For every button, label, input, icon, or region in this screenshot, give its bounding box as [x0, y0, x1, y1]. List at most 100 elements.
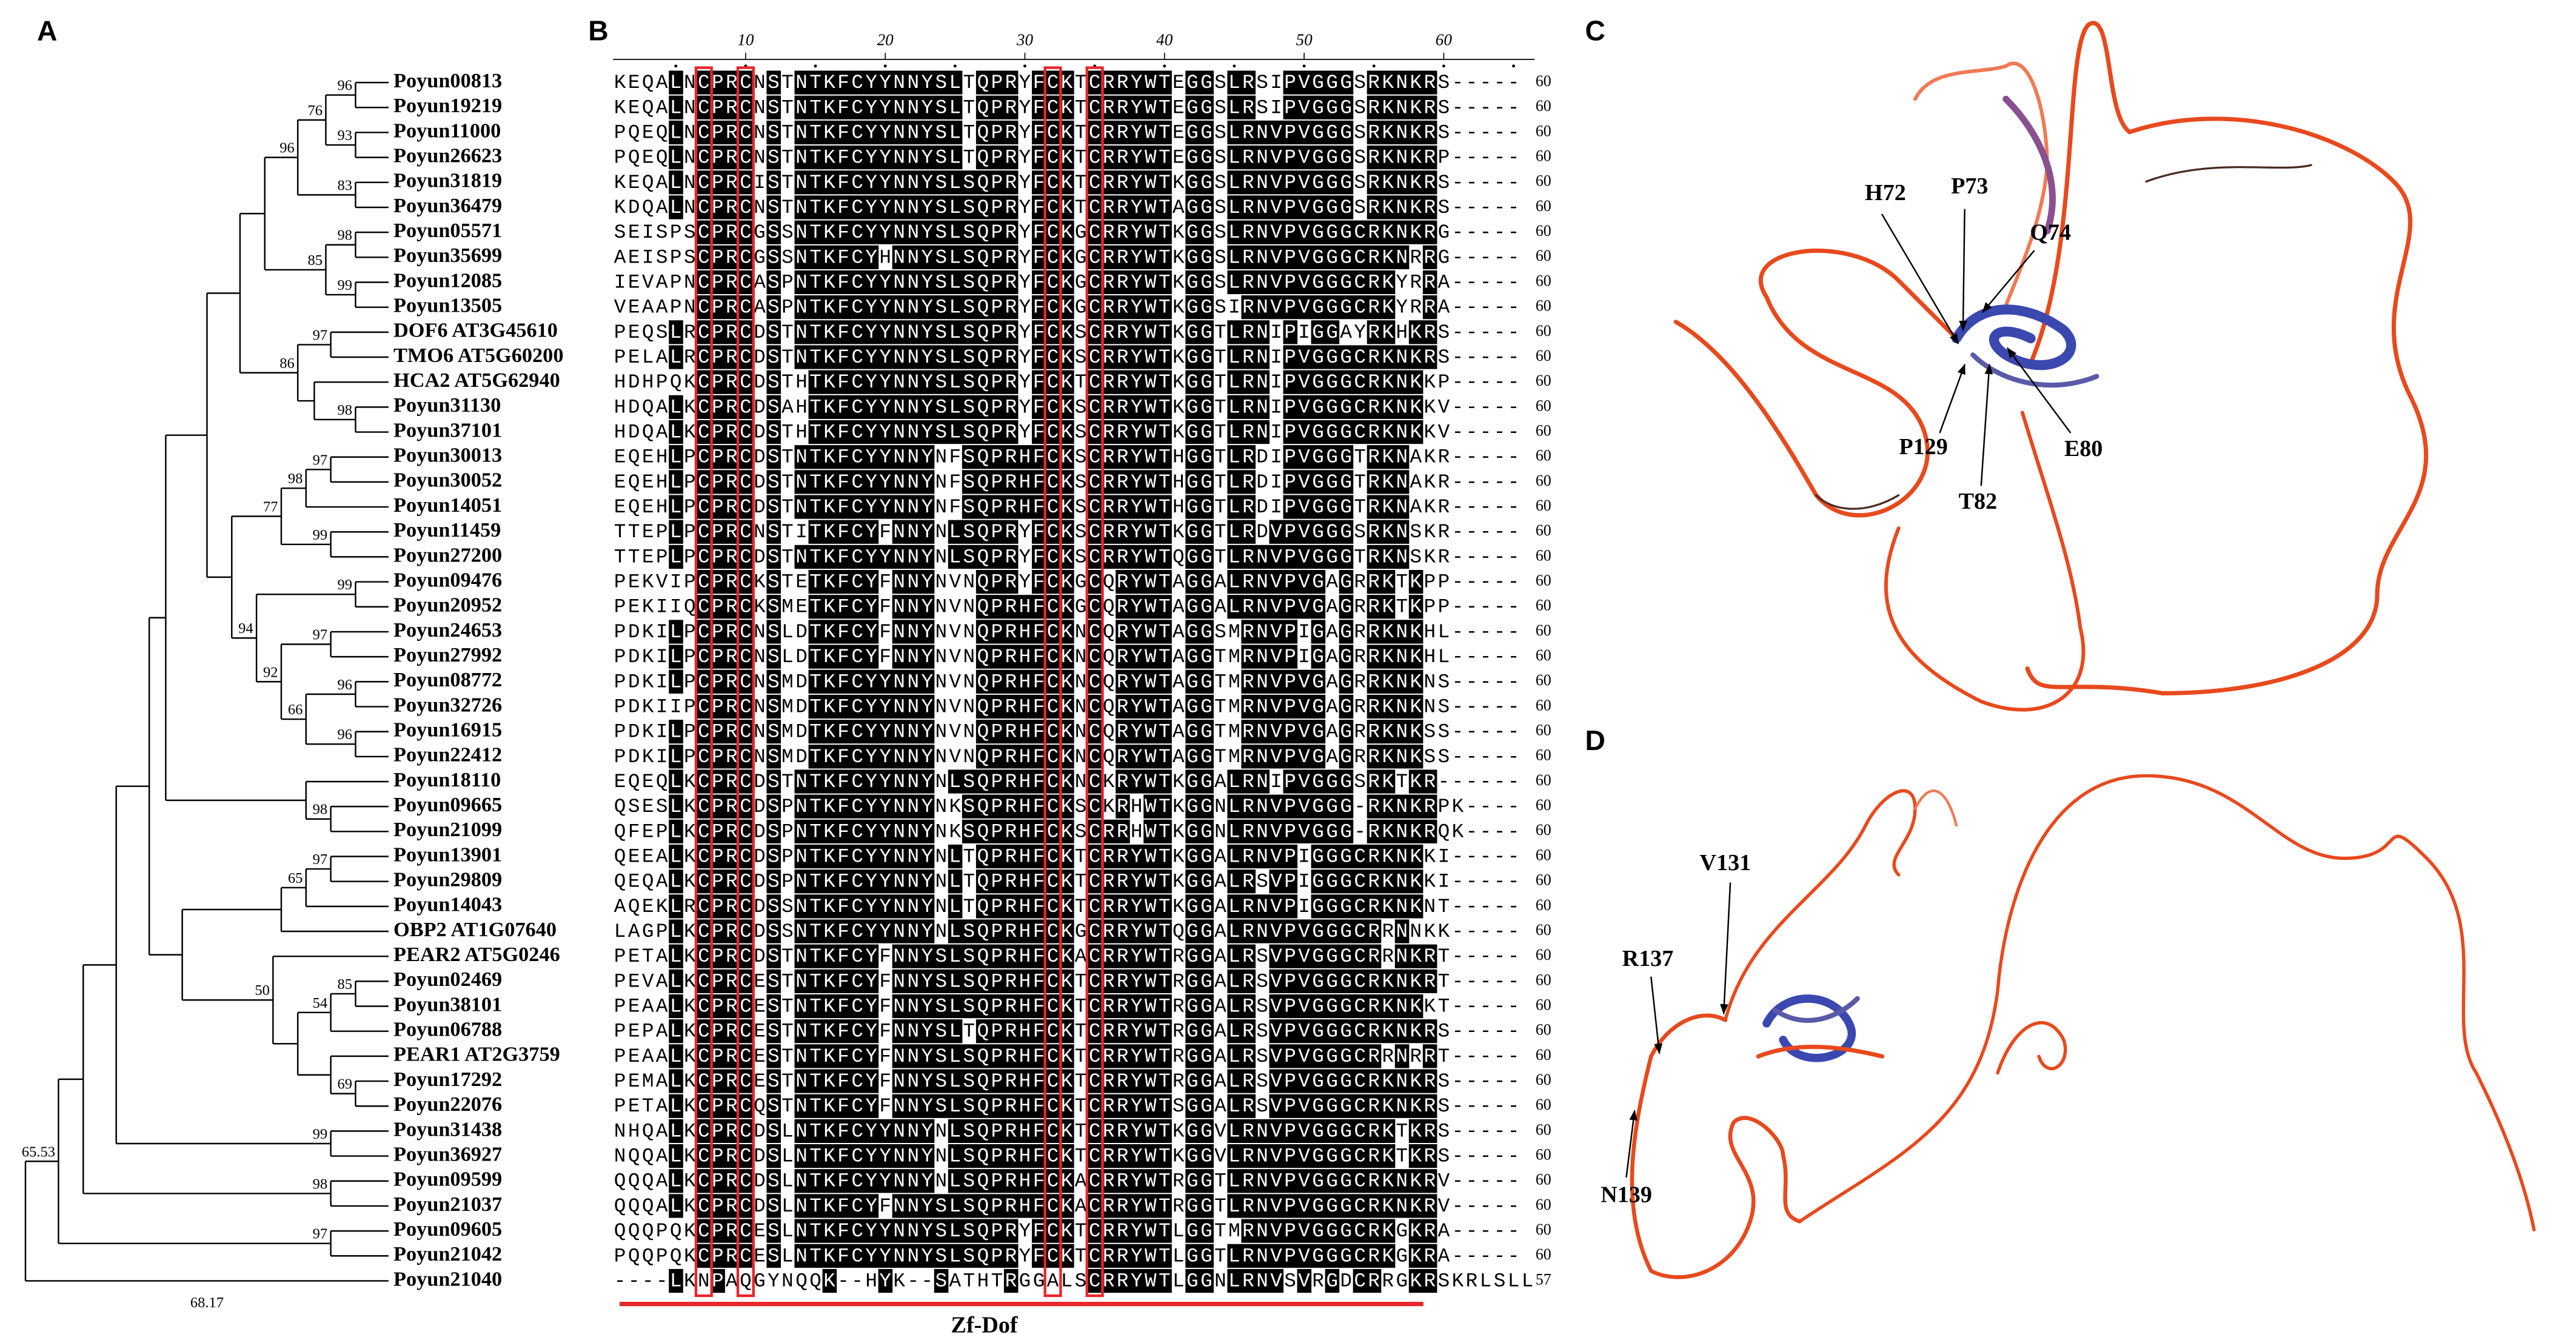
conserved-shade [1367, 170, 1382, 195]
conserved-shade [1367, 270, 1382, 295]
conserved-shade [1046, 170, 1060, 195]
conserved-shade [738, 146, 753, 170]
conserved-shade [1227, 195, 1242, 219]
bootstrap-value: 98 [338, 402, 353, 418]
conserved-shade [1116, 146, 1130, 170]
conserved-shade [1143, 245, 1158, 269]
conserved-shade [1185, 120, 1200, 145]
conserved-shade [766, 95, 781, 119]
conserved-shade [669, 146, 683, 170]
conserved-shade [822, 170, 837, 195]
conserved-shade [1339, 95, 1354, 119]
conserved-shade [1367, 245, 1382, 269]
conserved-shade [989, 245, 1005, 269]
conserved-shade [1199, 195, 1214, 219]
conserved-shade [864, 245, 879, 269]
conserved-shade [948, 295, 963, 320]
conserved-shade [766, 195, 781, 219]
conserved-shade [1255, 270, 1270, 295]
residue-label: P129 [1899, 434, 1947, 460]
conserved-shade [975, 245, 991, 269]
conserved-shade [1060, 146, 1074, 170]
leaf-name: Poyun22076 [393, 1093, 502, 1116]
ruler-label: 60 [1436, 30, 1453, 49]
conserved-shade [1199, 70, 1214, 95]
conserved-shade [1422, 270, 1437, 295]
conserved-shade [1003, 95, 1019, 119]
conserved-shade [1046, 146, 1060, 170]
conserved-shade [1003, 120, 1019, 145]
conserved-shade [1003, 245, 1019, 269]
leaf-name: Poyun31130 [393, 394, 501, 417]
conserved-shade [920, 170, 935, 195]
leaf-name: OBP2 AT1G07640 [393, 918, 557, 941]
leaf-name: Poyun09665 [393, 793, 502, 816]
conserved-shade [1129, 220, 1144, 244]
conserved-shade [948, 245, 963, 269]
conserved-shade [1367, 220, 1382, 244]
sequence-length: 60 [1536, 1196, 1551, 1213]
leaf-name: Poyun32726 [393, 693, 502, 716]
conserved-shade [1116, 295, 1130, 320]
conserved-shade [1185, 245, 1200, 269]
conserved-shade [1116, 170, 1130, 195]
residue-label: H72 [1865, 180, 1906, 206]
conserved-shade [1129, 70, 1144, 95]
conserved-shade [1199, 95, 1214, 119]
conserved-shade [850, 146, 865, 170]
conserved-shade [1394, 70, 1410, 95]
leaf-name: Poyun27200 [393, 543, 502, 566]
conserved-shade [1116, 95, 1130, 119]
conserved-shade [1046, 220, 1060, 244]
conserved-shade [878, 295, 893, 320]
conserved-shade [975, 170, 991, 195]
conserved-shade [822, 146, 837, 170]
bootstrap-value: 98 [313, 1176, 328, 1192]
conserved-shade [1380, 120, 1396, 145]
conserved-shade [1311, 95, 1326, 119]
residue-label: T82 [1959, 489, 1998, 514]
ruler-label: 30 [1016, 30, 1034, 49]
sequence-length: 60 [1536, 147, 1551, 165]
leaf-name: Poyun18110 [393, 768, 501, 791]
conserved-shade [1422, 95, 1437, 119]
conserved-shade [1227, 70, 1242, 95]
conserved-shade [1325, 95, 1340, 119]
sequence-length: 60 [1536, 921, 1551, 939]
conserved-shade [962, 270, 977, 295]
conserved-shade [697, 195, 711, 219]
conserved-shade [850, 245, 865, 269]
conserved-shade [711, 146, 725, 170]
conserved-shade [948, 220, 963, 244]
conserved-shade [794, 170, 809, 195]
conserved-shade [1060, 120, 1074, 145]
conserved-shade [836, 220, 851, 244]
conserved-shade [669, 95, 683, 119]
bootstrap-value: 98 [288, 471, 303, 487]
conserved-shade [1311, 220, 1326, 244]
conserved-shade [864, 95, 879, 119]
conserved-shade [989, 95, 1005, 119]
sequence-length: 60 [1536, 122, 1551, 139]
leaf-name: Poyun14051 [393, 494, 502, 517]
bootstrap-value: 99 [338, 577, 353, 593]
conserved-shade [906, 170, 921, 195]
conserved-shade [1269, 170, 1284, 195]
conserved-shade [711, 120, 725, 145]
conserved-shade [1297, 270, 1312, 295]
conserved-shade [864, 295, 879, 320]
conserved-shade [989, 220, 1005, 244]
sequence-length: 60 [1536, 472, 1551, 489]
conserved-shade [1367, 95, 1382, 119]
conserved-shade [766, 295, 781, 320]
conserved-shade [1227, 270, 1242, 295]
conserved-shade [1394, 146, 1410, 170]
leaf-name: Poyun09476 [393, 568, 502, 591]
conserved-shade [808, 170, 823, 195]
conserved-shade [962, 195, 977, 219]
conserved-shade [794, 146, 809, 170]
